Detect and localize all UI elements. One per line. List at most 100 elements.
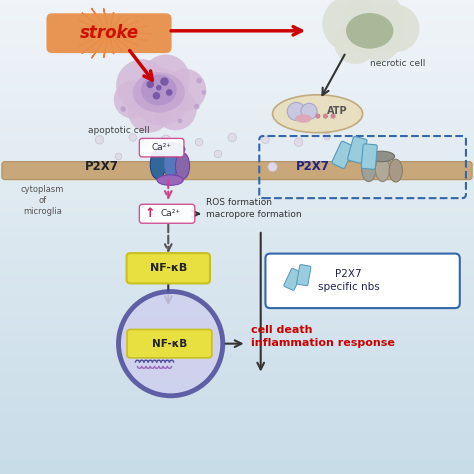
Ellipse shape <box>164 149 178 178</box>
Polygon shape <box>79 33 109 39</box>
Polygon shape <box>91 8 109 33</box>
Ellipse shape <box>133 72 185 112</box>
Circle shape <box>228 133 237 142</box>
Ellipse shape <box>150 150 165 179</box>
Text: P2X7
specific nbs: P2X7 specific nbs <box>318 269 379 292</box>
Polygon shape <box>103 9 109 33</box>
Circle shape <box>141 138 148 146</box>
Circle shape <box>323 113 328 118</box>
Circle shape <box>294 138 303 146</box>
Circle shape <box>164 69 206 111</box>
Circle shape <box>153 92 160 100</box>
Circle shape <box>301 103 317 119</box>
Circle shape <box>315 113 320 118</box>
FancyBboxPatch shape <box>284 268 302 291</box>
Circle shape <box>142 55 190 102</box>
Polygon shape <box>109 21 138 33</box>
Circle shape <box>114 81 152 118</box>
Circle shape <box>194 104 200 109</box>
Circle shape <box>195 138 203 146</box>
Circle shape <box>133 69 190 126</box>
Polygon shape <box>109 18 128 33</box>
Circle shape <box>324 133 330 140</box>
Polygon shape <box>109 33 121 50</box>
Polygon shape <box>78 33 109 46</box>
Circle shape <box>161 135 171 145</box>
FancyBboxPatch shape <box>127 253 210 283</box>
Circle shape <box>268 162 277 172</box>
FancyBboxPatch shape <box>139 204 195 223</box>
Polygon shape <box>82 33 109 54</box>
Circle shape <box>129 134 137 141</box>
Text: cytoplasm
of
microglia: cytoplasm of microglia <box>21 185 64 216</box>
Circle shape <box>116 59 168 111</box>
Polygon shape <box>103 33 109 58</box>
Polygon shape <box>109 33 147 41</box>
Ellipse shape <box>273 95 363 133</box>
Polygon shape <box>109 33 128 48</box>
FancyBboxPatch shape <box>127 329 212 358</box>
Circle shape <box>95 136 104 144</box>
Polygon shape <box>109 33 114 54</box>
Polygon shape <box>78 20 109 33</box>
Polygon shape <box>109 16 121 33</box>
Polygon shape <box>79 27 109 33</box>
FancyBboxPatch shape <box>46 13 172 53</box>
Text: NF-κB: NF-κB <box>152 338 187 349</box>
Ellipse shape <box>295 114 312 123</box>
Polygon shape <box>109 33 138 46</box>
FancyBboxPatch shape <box>139 138 184 157</box>
Polygon shape <box>91 33 109 58</box>
FancyBboxPatch shape <box>332 141 354 168</box>
Circle shape <box>262 136 269 144</box>
Ellipse shape <box>389 159 402 182</box>
Circle shape <box>120 106 126 112</box>
Ellipse shape <box>375 157 390 182</box>
Text: P2X7: P2X7 <box>296 160 330 173</box>
Polygon shape <box>109 12 114 33</box>
FancyBboxPatch shape <box>361 144 377 169</box>
Text: NF-κB: NF-κB <box>150 263 187 273</box>
Text: ↑: ↑ <box>145 207 155 220</box>
Ellipse shape <box>362 157 376 182</box>
Ellipse shape <box>368 151 394 162</box>
Circle shape <box>344 0 405 52</box>
Polygon shape <box>82 13 109 33</box>
Ellipse shape <box>141 74 176 106</box>
Text: Ca²⁺: Ca²⁺ <box>152 143 172 152</box>
Text: stroke: stroke <box>80 24 138 42</box>
Circle shape <box>160 77 169 86</box>
FancyBboxPatch shape <box>347 137 367 163</box>
Circle shape <box>330 113 336 118</box>
Circle shape <box>287 102 305 120</box>
Ellipse shape <box>346 13 393 48</box>
Circle shape <box>322 0 379 52</box>
Polygon shape <box>109 26 147 33</box>
Circle shape <box>156 85 162 91</box>
Circle shape <box>214 150 222 158</box>
Text: necrotic cell: necrotic cell <box>371 59 426 68</box>
Circle shape <box>146 81 154 88</box>
Circle shape <box>166 89 173 96</box>
Circle shape <box>334 21 377 64</box>
Circle shape <box>178 118 182 123</box>
Circle shape <box>118 292 223 396</box>
Text: P2X7: P2X7 <box>85 160 119 173</box>
FancyBboxPatch shape <box>297 264 311 286</box>
Circle shape <box>358 19 401 62</box>
Ellipse shape <box>157 175 183 185</box>
Circle shape <box>154 88 197 130</box>
Circle shape <box>115 153 122 160</box>
Text: Ca²⁺: Ca²⁺ <box>161 210 181 218</box>
Circle shape <box>128 90 171 133</box>
Circle shape <box>196 78 202 83</box>
Text: cell death
inflammation response: cell death inflammation response <box>251 325 395 348</box>
FancyBboxPatch shape <box>2 162 472 180</box>
FancyBboxPatch shape <box>265 254 460 308</box>
Text: apoptotic cell: apoptotic cell <box>88 126 149 135</box>
Text: ROS formation
macropore formation: ROS formation macropore formation <box>206 198 302 219</box>
Text: ATP: ATP <box>327 106 348 117</box>
Ellipse shape <box>175 153 190 179</box>
Circle shape <box>201 90 206 95</box>
Ellipse shape <box>155 143 185 156</box>
